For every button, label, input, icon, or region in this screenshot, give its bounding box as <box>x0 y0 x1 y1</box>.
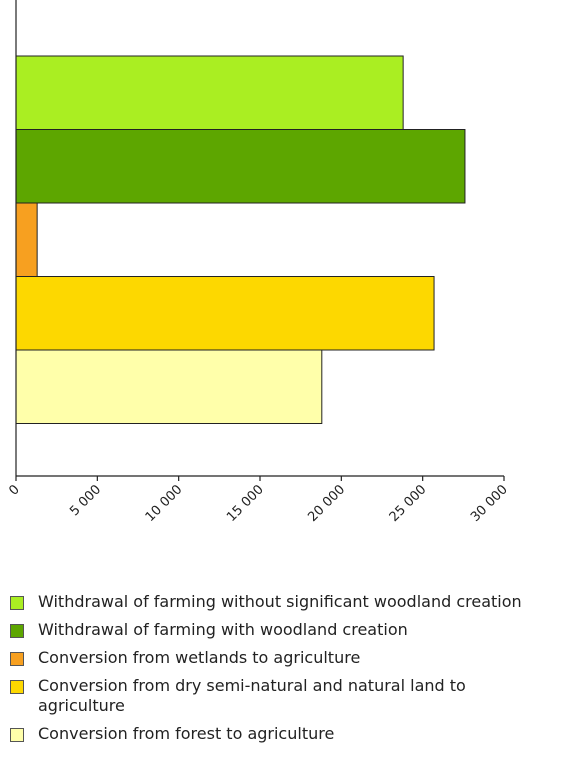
x-tick-label: 20 000 <box>305 482 348 525</box>
legend-label: Conversion from wetlands to agriculture <box>38 648 361 667</box>
legend-swatch <box>10 728 24 742</box>
x-tick-label: 30 000 <box>468 482 511 525</box>
legend-label: Withdrawal of farming without significan… <box>38 592 522 611</box>
bar-3 <box>15 202 38 277</box>
bar-1 <box>15 55 404 130</box>
legend-swatch <box>10 596 24 610</box>
x-axis-ticks: 0 5 000 10 000 15 000 20 000 25 000 30 000 <box>6 476 511 525</box>
bar-2 <box>15 129 466 204</box>
legend-item: Conversion from forest to agriculture <box>10 724 583 744</box>
legend-swatch <box>10 624 24 638</box>
legend-swatch <box>10 652 24 666</box>
legend-item: Withdrawal of farming without significan… <box>10 592 583 612</box>
bar-4 <box>15 276 435 351</box>
legend-label: Conversion from dry semi-natural and nat… <box>38 676 466 715</box>
legend: Withdrawal of farming without significan… <box>10 592 583 752</box>
bars-group <box>15 55 466 424</box>
bar-chart: 0 5 000 10 000 15 000 20 000 25 000 30 000 <box>6 0 511 525</box>
x-tick-label: 10 000 <box>143 482 186 525</box>
x-tick-label: 15 000 <box>224 482 267 525</box>
x-tick-label: 5 000 <box>67 482 104 519</box>
legend-item: Conversion from wetlands to agriculture <box>10 648 583 668</box>
legend-item: Conversion from dry semi-natural and nat… <box>10 676 583 716</box>
legend-swatch <box>10 680 24 694</box>
x-tick-label: 25 000 <box>387 482 430 525</box>
legend-item: Withdrawal of farming with woodland crea… <box>10 620 583 640</box>
x-tick-label: 0 <box>6 482 22 498</box>
bar-5 <box>15 349 323 424</box>
legend-label: Withdrawal of farming with woodland crea… <box>38 620 408 639</box>
legend-label: Conversion from forest to agriculture <box>38 724 335 743</box>
